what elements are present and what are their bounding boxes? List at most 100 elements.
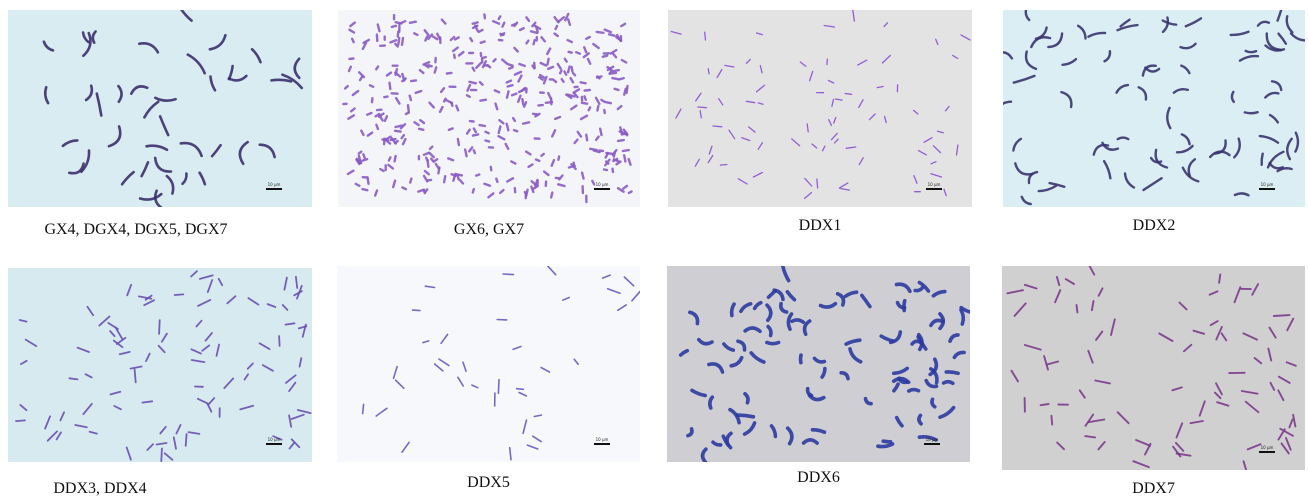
bacterium [520,28,524,30]
bacterium [473,68,475,71]
caption: GX4, DGX4, DGX5, DGX7 [44,221,227,238]
bacterium [380,169,383,171]
bacterium [590,149,597,150]
bacterium [610,73,617,74]
bacterium [536,28,537,32]
bacterium [612,78,618,79]
bacterium [444,99,446,102]
bacterium [435,67,437,72]
panel: 10 μmGX4, DGX4, DGX5, DGX7 [8,5,312,238]
bacterium [629,192,632,193]
bacterium [720,165,727,166]
bacterium [486,132,489,133]
bacterium [363,189,368,190]
bacterium [69,378,77,379]
caption: DDX3, DDX4 [53,480,146,497]
bacterium [414,33,417,35]
bacterium [1262,154,1263,165]
bacterium [827,59,828,64]
bacterium [413,310,420,311]
bacterium [909,390,919,391]
bacterium [410,96,411,100]
bacterium [615,89,619,90]
bacterium [411,80,416,81]
bacterium [186,434,187,446]
bacterium [473,22,478,23]
bacterium [618,140,624,141]
micrograph [668,10,972,207]
bacterium [135,369,136,382]
bacterium [410,179,411,183]
bacterium [480,100,486,101]
panel: 10 μmDDX6 [667,265,971,486]
scale-label: 10 μm [926,437,939,442]
bacterium [507,124,509,131]
bacterium [1051,416,1052,425]
bacterium [554,80,556,82]
bacterium [402,38,403,45]
bacterium [395,156,396,161]
bacterium [359,152,362,154]
bacterium [476,175,479,176]
bacterium [708,69,709,74]
bacterium [946,372,958,373]
bacterium [161,449,162,462]
bacterium [396,69,397,75]
bacterium [556,26,557,29]
bacterium [599,151,603,152]
bacterium [360,77,362,80]
bacterium [585,90,590,91]
bacterium [396,126,403,127]
bacterium [508,64,512,65]
bacterium [536,160,539,161]
panel: 10 μmGX6, GX7 [338,10,640,238]
bacterium [517,389,524,390]
bacterium [375,191,377,196]
bacterium [738,415,754,417]
bacterium [496,179,497,182]
bacterium [493,59,495,61]
bacterium [568,67,570,73]
bacterium [904,301,905,311]
bacterium [604,110,605,113]
bacterium [601,100,604,102]
bacterium [384,97,387,98]
bacterium [572,67,573,71]
bacterium [279,336,280,346]
bacterium [486,141,490,142]
bacterium [16,420,25,421]
bacterium [576,52,580,54]
panel: 10 μmDDX7 [1002,263,1305,497]
bacterium [562,79,564,82]
bacterium [767,343,779,344]
bacterium [582,103,587,104]
bacterium [534,40,535,44]
bacterium [508,85,513,86]
scale-label: 10 μm [1261,182,1274,187]
bacterium [606,162,608,164]
bacterium [370,85,373,87]
bacterium [363,404,364,413]
bacterium [498,380,499,394]
bacterium [496,104,498,110]
caption: DDX7 [1132,480,1175,497]
panel: 10 μmDDX5 [337,266,640,491]
bacterium [560,70,561,73]
figure: 10 μmGX4, DGX4, DGX5, DGX710 μmGX6, GX71… [0,0,1308,497]
caption: DDX1 [799,217,842,234]
bacterium [447,73,452,74]
bacterium [378,25,380,32]
bacterium [624,155,625,161]
bacterium [919,415,921,423]
bacterium [1246,51,1256,52]
bacterium [1274,315,1290,316]
bacterium [586,37,590,39]
bacterium [467,95,470,97]
bacterium [451,103,452,106]
bacterium [1219,274,1220,282]
bacterium [1245,112,1258,113]
bacterium [356,184,360,186]
scale-label: 10 μm [596,182,609,187]
micrograph [8,10,312,207]
